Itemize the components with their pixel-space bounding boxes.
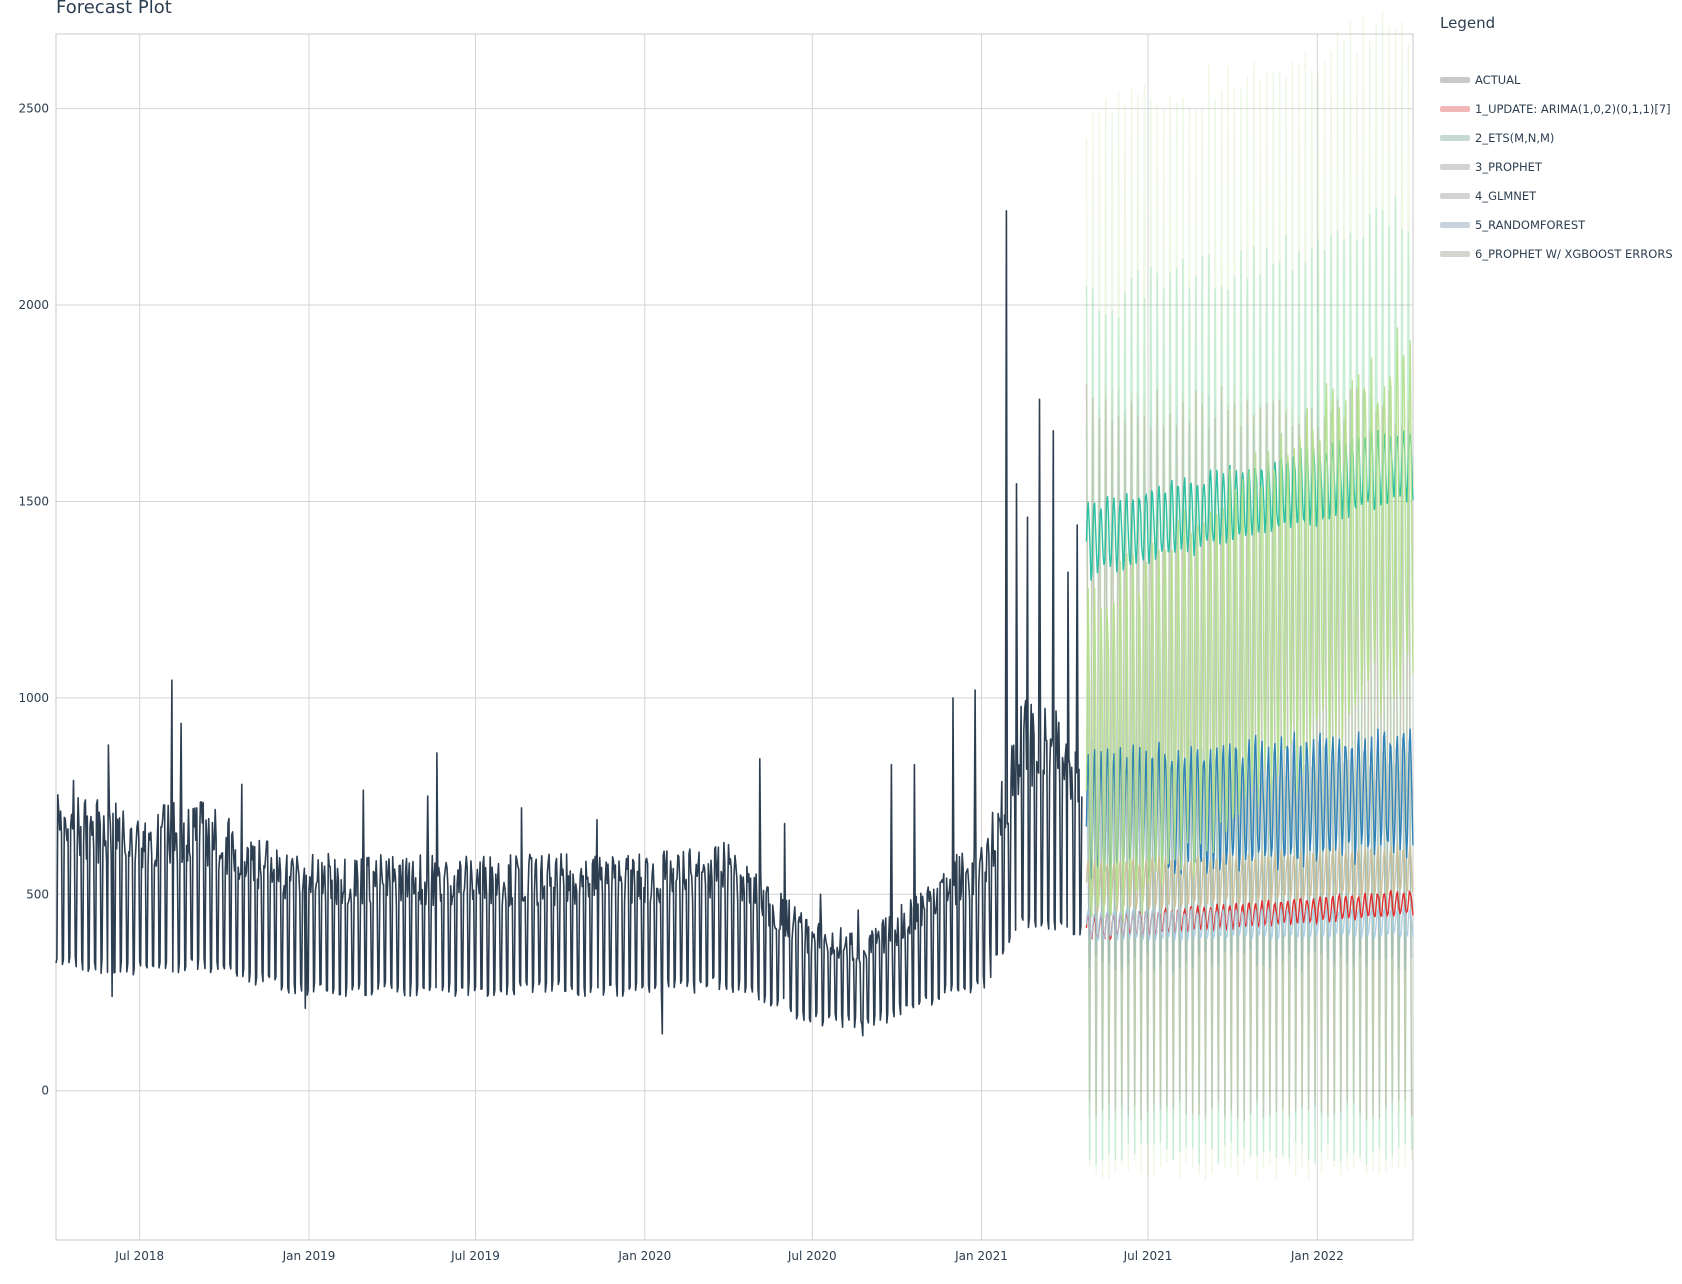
legend-swatch [1440, 192, 1470, 199]
legend-swatch [1440, 105, 1470, 112]
legend-item-5-randomforest[interactable]: 5_RANDOMFOREST [1440, 210, 1676, 239]
y-tick-label: 2500 [18, 102, 49, 116]
series-actual [55, 210, 1083, 1037]
legend-item-3-prophet[interactable]: 3_PROPHET [1440, 152, 1676, 181]
legend-item-6-prophet-w-xgboost-errors[interactable]: 6_PROPHET W/ XGBOOST ERRORS [1440, 239, 1676, 268]
legend-label: 2_ETS(M,N,M) [1475, 130, 1555, 145]
legend: Legend ACTUAL 1_UPDATE: ARIMA(1,0,2)(0,1,… [1440, 14, 1676, 268]
legend-label: 3_PROPHET [1475, 159, 1542, 174]
legend-swatch [1440, 134, 1470, 141]
x-tick-label: Jul 2019 [450, 1249, 500, 1263]
x-tick-label: Jul 2021 [1123, 1249, 1173, 1263]
forecast-6-prophet-w-xgboost-errors [1085, 327, 1414, 923]
x-tick-label: Jan 2019 [282, 1249, 336, 1263]
y-tick-label: 500 [26, 887, 49, 901]
legend-label: ACTUAL [1475, 72, 1521, 87]
legend-item-actual[interactable]: ACTUAL [1440, 65, 1676, 94]
legend-label: 4_GLMNET [1475, 188, 1537, 203]
x-tick-label: Jan 2022 [1290, 1249, 1344, 1263]
y-tick-label: 2000 [18, 298, 49, 312]
x-tick-label: Jul 2018 [114, 1249, 164, 1263]
legend-item-4-glmnet[interactable]: 4_GLMNET [1440, 181, 1676, 210]
chart-svg: 0 500 1000 1500 2000 2500 Jul 2018 Jan 2019 Jul … [18, 11, 1414, 1263]
x-tick-label: Jan 2021 [954, 1249, 1008, 1263]
plot-area [55, 33, 1414, 1241]
legend-item-1-update-arima-1-0-2-0-1-1-7-[interactable]: 1_UPDATE: ARIMA(1,0,2)(0,1,1)[7] [1440, 94, 1676, 123]
forecast-3-prophet [1085, 843, 1414, 913]
legend-label: 6_PROPHET W/ XGBOOST ERRORS [1475, 246, 1673, 261]
legend-swatch [1440, 163, 1470, 170]
band-2-ets-m-n-m- [1085, 195, 1413, 1166]
forecast-4-glmnet [1085, 905, 1414, 942]
x-tick-label: Jan 2020 [617, 1249, 671, 1263]
legend-items: ACTUAL 1_UPDATE: ARIMA(1,0,2)(0,1,1)[7] 2_… [1440, 65, 1676, 268]
y-tick-label: 1000 [18, 691, 49, 705]
band-6-prophet-w-xgboost-errors [1085, 11, 1413, 1181]
legend-item-2-ets-m-n-m-[interactable]: 2_ETS(M,N,M) [1440, 123, 1676, 152]
legend-title: Legend [1440, 14, 1496, 32]
x-tick-label: Jul 2020 [787, 1249, 837, 1263]
legend-label: 1_UPDATE: ARIMA(1,0,2)(0,1,1)[7] [1475, 101, 1671, 116]
legend-label: 5_RANDOMFOREST [1475, 217, 1586, 232]
chart-title: Forecast Plot [56, 0, 172, 18]
y-tick-label: 1500 [18, 494, 49, 508]
y-tick-label: 0 [41, 1084, 49, 1098]
legend-swatch [1440, 76, 1470, 83]
legend-swatch [1440, 221, 1470, 228]
legend-swatch [1440, 250, 1470, 257]
